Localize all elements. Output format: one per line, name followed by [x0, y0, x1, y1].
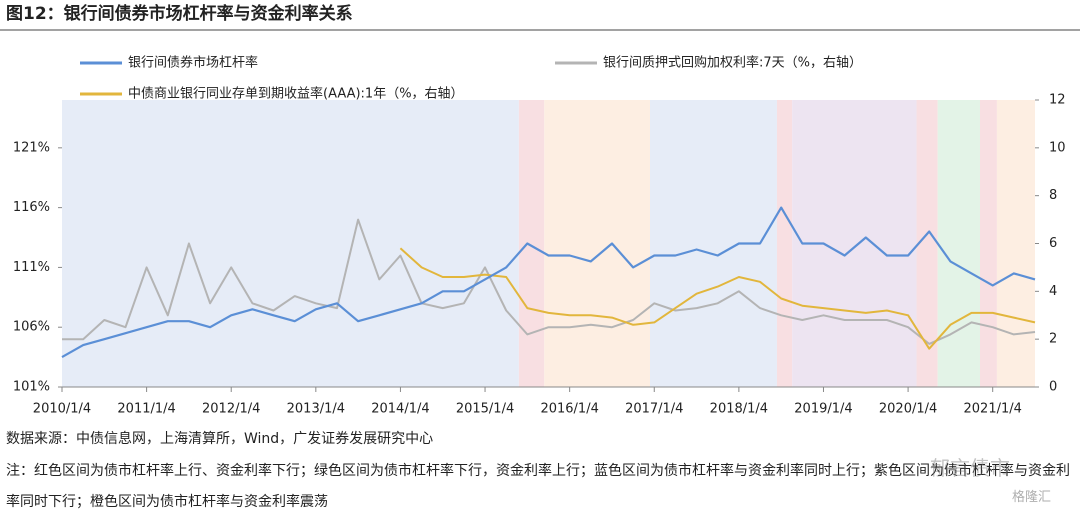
region [996, 100, 1035, 387]
y2-tick-label: 12 [1049, 93, 1066, 108]
y2-tick-label: 2 [1049, 332, 1057, 347]
y2-tick-label: 6 [1049, 236, 1057, 251]
watermark: 格隆汇 [1012, 490, 1052, 505]
region [776, 100, 793, 387]
x-tick-label: 2011/1/4 [117, 402, 175, 417]
regions [62, 100, 1035, 387]
y-tick-label: 101% [13, 380, 50, 395]
y-tick-label: 111% [13, 260, 50, 275]
legend-label: 银行间债券市场杠杆率 [128, 55, 258, 71]
y-tick-label: 116% [13, 200, 50, 215]
axes: 2010/1/4 2011/1/4 2012/1/4 2013/1/4 2014/1/4… [13, 55, 1066, 417]
y2-tick-label: 4 [1049, 284, 1057, 299]
chart-title: 图12：银行间债券市场杠杆率与资金利率关系 [6, 3, 353, 24]
chart: 图12：银行间债券市场杠杆率与资金利率关系 2010/1/4 2011/1/4 20… [0, 3, 1080, 417]
region [937, 100, 981, 387]
y2-tick-label: 0 [1049, 380, 1057, 395]
x-tick-label: 2014/1/4 [371, 402, 429, 417]
y2-tick-label: 10 [1049, 140, 1066, 155]
region [544, 100, 651, 387]
region [518, 100, 545, 387]
legend-label: 中债商业银行同业存单到期收益率(AAA):1年（%，右轴） [128, 86, 464, 102]
x-tick-label: 2010/1/4 [33, 402, 91, 417]
x-tick-label: 2018/1/4 [710, 402, 768, 417]
x-tick-label: 2020/1/4 [879, 402, 937, 417]
watermark: 郁言债市 [930, 456, 1010, 480]
x-tick-label: 2013/1/4 [287, 402, 345, 417]
region [980, 100, 997, 387]
region [916, 100, 938, 387]
x-tick-label: 2017/1/4 [625, 402, 683, 417]
legend-label: 银行间质押式回购加权利率:7天（%，右轴） [603, 55, 862, 71]
x-tick-label: 2012/1/4 [202, 402, 260, 417]
note: 注：红色区间为债市杠杆率上行、资金利率下行；绿色区间为债市杠杆率下行，资金利率上… [6, 463, 1070, 510]
plot [61, 206, 1036, 359]
region [62, 100, 519, 387]
series-line [399, 247, 1036, 350]
x-tick-label: 2021/1/4 [964, 402, 1022, 417]
series-line [61, 206, 1036, 359]
x-tick-label: 2019/1/4 [794, 402, 852, 417]
y-tick-label: 106% [13, 320, 50, 335]
x-tick-label: 2015/1/4 [456, 402, 514, 417]
source: 数据来源：中债信息网，上海清算所，Wind，广发证券发展研究中心 [6, 431, 434, 447]
series-line [62, 218, 1036, 345]
x-tick-label: 2016/1/4 [540, 402, 598, 417]
y-tick-label: 121% [13, 140, 50, 155]
y2-tick-label: 8 [1049, 188, 1057, 203]
